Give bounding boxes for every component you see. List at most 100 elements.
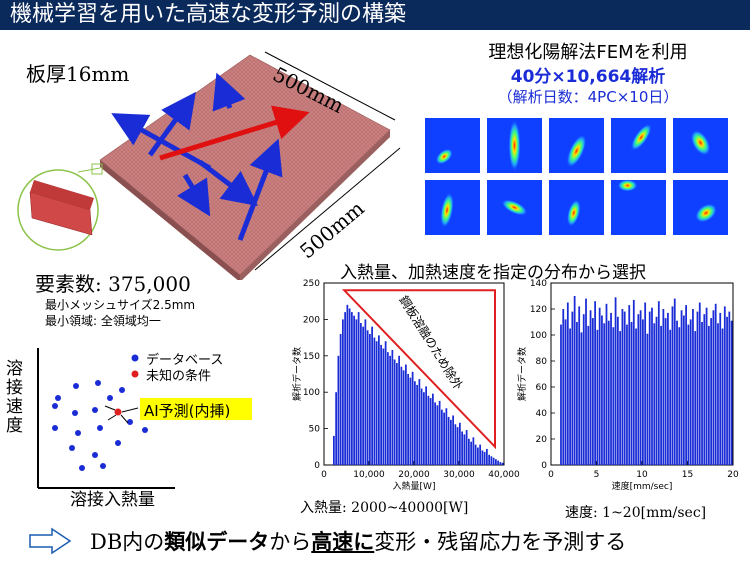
- y-tick-label: 150: [303, 352, 320, 362]
- histogram-bar: [610, 312, 612, 465]
- histogram-bar: [364, 319, 367, 465]
- thumbnail-hotspot: [435, 148, 453, 165]
- y-tick-label: 250: [303, 279, 320, 289]
- histogram-bar: [335, 392, 337, 465]
- histogram-bar: [698, 302, 701, 465]
- y-tick-label: 100: [303, 388, 320, 398]
- thumbnail-hotspot: [508, 119, 521, 172]
- histogram-bar: [639, 310, 642, 465]
- histogram-bar: [418, 379, 421, 465]
- database-dot: [69, 445, 75, 451]
- histogram-bar: [391, 349, 394, 465]
- histogram-bar: [501, 462, 504, 465]
- histogram-bar: [630, 322, 633, 465]
- plate-top: [99, 54, 391, 276]
- pointer-line: [107, 414, 117, 421]
- y-tick-label: 20: [536, 435, 548, 445]
- title-bar: [0, 0, 750, 30]
- plate-side-left: [100, 160, 240, 280]
- histogram-bar: [468, 438, 470, 465]
- histogram-bar: [585, 298, 587, 465]
- histogram-bar: [420, 388, 423, 465]
- histogram-bar: [694, 331, 697, 465]
- plate-thickness-label: 板厚16mm: [26, 62, 130, 86]
- database-dot: [79, 465, 85, 471]
- histogram-bar: [499, 462, 502, 465]
- ai-prediction-box: [140, 398, 252, 420]
- concept-x-label: 溶接入熱量: [70, 490, 155, 510]
- histogram-bar: [628, 305, 631, 465]
- histogram-bar: [723, 306, 726, 465]
- histogram-bar: [719, 312, 722, 465]
- histogram-bar: [416, 384, 418, 465]
- database-dot: [115, 440, 121, 446]
- histogram-bar: [730, 320, 733, 465]
- simulation-thumbnail: [425, 118, 480, 173]
- histogram-bar: [441, 409, 443, 465]
- histogram-bar: [671, 306, 674, 465]
- histogram-bar: [653, 323, 656, 465]
- thumbnail-hotspot: [695, 203, 717, 223]
- y-tick-label: 60: [536, 383, 548, 393]
- histogram-bar: [623, 311, 626, 465]
- legend-database: データベース: [146, 353, 224, 368]
- histogram-bar: [492, 457, 495, 465]
- histogram-bar: [355, 319, 358, 465]
- bottom-bold1: 類似データ: [164, 530, 270, 554]
- histogram-bar: [703, 314, 706, 465]
- database-dot: [72, 410, 78, 416]
- histogram-bar: [402, 370, 405, 465]
- weld-path-arrow: [111, 113, 212, 171]
- histogram-bar: [705, 307, 708, 465]
- histogram-bar: [423, 392, 425, 465]
- database-dot: [95, 380, 101, 386]
- weld-path-arrow: [147, 91, 196, 157]
- thumbnail-hotspot: [617, 179, 638, 192]
- histogram-bar: [678, 327, 681, 465]
- database-dot: [119, 387, 125, 393]
- histogram-bar: [427, 395, 430, 465]
- histogram-bar: [339, 333, 342, 465]
- histogram-bar: [657, 301, 660, 465]
- histogram-bar: [603, 323, 606, 465]
- concept-diagram: [37, 348, 252, 489]
- histogram-bar: [360, 323, 362, 465]
- y-tick-label: 200: [303, 315, 320, 325]
- histogram-bar: [456, 427, 459, 465]
- heat-input-caption: 入熱量: 2000~40000[W]: [300, 500, 469, 516]
- histogram-bar: [560, 324, 562, 465]
- histogram-bar: [576, 322, 578, 465]
- histogram-bar: [594, 301, 596, 465]
- database-dot: [127, 419, 133, 425]
- fem-line1: 理想化陽解法FEMを利用: [488, 42, 688, 63]
- histogram-bar: [459, 422, 461, 465]
- histogram-bar: [660, 325, 662, 465]
- legend-unknown: 未知の条件: [146, 369, 212, 384]
- mesh-region: 最小領域: 全領域均一: [45, 314, 161, 328]
- histogram-bar: [728, 311, 731, 465]
- histogram-bar: [465, 430, 468, 465]
- histogram-bar: [463, 434, 466, 465]
- weld-path-arrow-red: [159, 105, 310, 161]
- histogram-bar: [400, 366, 403, 465]
- histogram-bar: [425, 386, 427, 465]
- histogram-bar: [687, 324, 690, 465]
- database-dot: [75, 430, 81, 436]
- histogram-bar: [407, 374, 409, 465]
- histogram-bar: [669, 329, 672, 465]
- y-tick-label: 40: [536, 409, 548, 419]
- y-axis-label: 解析データ数: [516, 347, 528, 401]
- histogram-bar: [405, 364, 407, 465]
- histogram-bar: [384, 341, 387, 465]
- histogram-bar: [409, 377, 412, 465]
- x-axis-label: 速度[mm/sec]: [612, 480, 673, 492]
- histogram-bar: [432, 393, 434, 465]
- histogram-bar: [614, 297, 617, 465]
- weld-path-arrow: [177, 173, 211, 217]
- x-tick-label: 30,000: [443, 470, 475, 480]
- histogram-bar: [589, 310, 592, 465]
- bottom-mid: から: [269, 530, 312, 554]
- ai-prediction-label: AI予測(内挿): [144, 402, 231, 420]
- weld-path-arrow: [198, 160, 258, 207]
- element-count-label: 要素数: 375,000: [35, 272, 191, 296]
